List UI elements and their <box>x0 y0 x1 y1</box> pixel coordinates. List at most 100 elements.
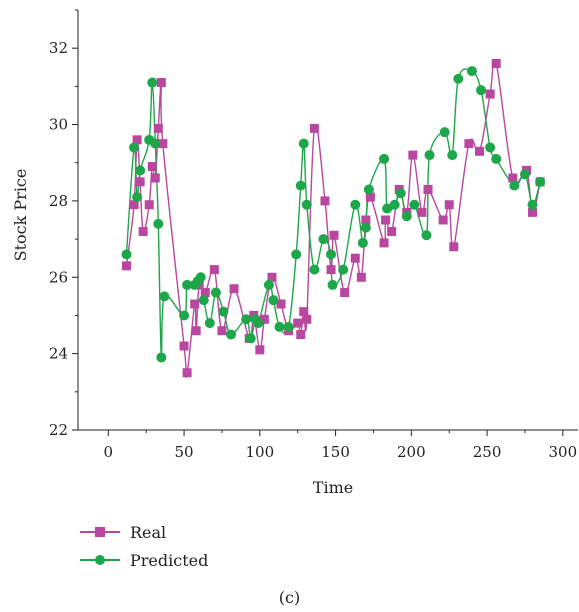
data-point-predicted <box>382 203 393 214</box>
data-point-predicted <box>421 230 432 241</box>
legend-item-real: Real <box>80 518 208 546</box>
data-point-real <box>217 326 227 336</box>
data-point-real <box>508 173 518 183</box>
data-point-predicted <box>147 77 158 88</box>
data-point-real <box>209 265 219 275</box>
data-point-predicted <box>447 150 458 161</box>
data-point-real <box>296 330 306 340</box>
x-tick-label: 150 <box>321 443 350 461</box>
data-point-predicted <box>527 199 538 210</box>
data-point-predicted <box>453 73 464 84</box>
data-point-real <box>365 192 375 202</box>
x-tick-label: 100 <box>245 443 274 461</box>
data-point-predicted <box>395 188 406 199</box>
data-point-real <box>147 162 157 172</box>
legend-label-real: Real <box>130 522 167 542</box>
data-point-real <box>381 215 391 225</box>
data-point-real <box>229 284 239 294</box>
data-point-predicted <box>466 66 477 77</box>
data-point-predicted <box>485 142 496 153</box>
data-point-predicted <box>153 218 164 229</box>
data-point-real <box>379 238 389 248</box>
x-tick-label: 50 <box>175 443 194 461</box>
data-point-predicted <box>309 264 320 275</box>
data-point-real <box>299 307 309 317</box>
data-point-predicted <box>198 295 209 306</box>
data-point-predicted <box>379 153 390 164</box>
figure-caption: (c) <box>278 588 301 607</box>
data-point-predicted <box>121 249 132 260</box>
data-point-predicted <box>350 199 361 210</box>
y-tick-label: 30 <box>49 116 68 134</box>
data-point-real <box>302 314 312 324</box>
data-point-predicted <box>535 176 546 187</box>
data-point-predicted <box>179 310 190 321</box>
y-tick-label: 32 <box>49 39 68 57</box>
data-point-real <box>417 207 427 217</box>
data-point-predicted <box>318 234 329 245</box>
data-point-predicted <box>424 150 435 161</box>
data-point-predicted <box>268 295 279 306</box>
data-point-real <box>182 368 192 378</box>
data-point-real <box>259 314 269 324</box>
data-point-predicted <box>327 279 338 290</box>
series-line-real <box>125 59 541 379</box>
y-tick-label: 22 <box>49 421 68 439</box>
data-point-real <box>191 326 201 336</box>
data-point-real <box>138 226 148 236</box>
x-tick-label: 0 <box>104 443 114 461</box>
data-point-real <box>293 318 303 328</box>
data-point-predicted <box>326 249 337 260</box>
data-point-predicted <box>389 199 400 210</box>
data-point-real <box>276 299 286 309</box>
data-point-predicted <box>132 192 143 203</box>
y-tick-label: 28 <box>49 192 68 210</box>
data-point-predicted <box>295 180 306 191</box>
data-point-real <box>444 200 454 210</box>
data-point-real <box>491 58 501 68</box>
data-point-real <box>179 341 189 351</box>
data-point-real <box>158 139 168 149</box>
series-lines <box>125 59 541 379</box>
data-point-real <box>144 200 154 210</box>
data-point-real <box>267 272 277 282</box>
y-tick-label: 24 <box>49 345 68 363</box>
data-point-real <box>190 299 200 309</box>
data-point-predicted <box>182 279 193 290</box>
legend: Real Predicted <box>80 518 208 574</box>
y-axis-title: Stock Price <box>11 169 30 262</box>
data-point-predicted <box>274 321 285 332</box>
data-point-predicted <box>491 153 502 164</box>
data-point-real <box>485 89 495 99</box>
data-point-real <box>361 215 371 225</box>
legend-item-predicted: Predicted <box>80 546 208 574</box>
data-point-predicted <box>159 291 170 302</box>
data-point-predicted <box>218 306 229 317</box>
data-point-predicted <box>363 184 374 195</box>
x-tick-label: 200 <box>397 443 426 461</box>
x-tick-label: 300 <box>549 443 578 461</box>
data-point-predicted <box>204 318 215 329</box>
data-point-predicted <box>156 352 167 363</box>
data-point-real <box>387 226 397 236</box>
data-point-predicted <box>226 329 237 340</box>
data-point-real <box>408 150 418 160</box>
data-point-predicted <box>253 318 264 329</box>
data-point-real <box>153 123 163 133</box>
data-point-predicted <box>210 287 221 298</box>
data-point-real <box>449 242 459 252</box>
axes: 22 24 26 28 30 32 0 50 100 150 200 250 300 <box>49 9 578 461</box>
data-point-real <box>132 135 142 145</box>
data-point-predicted <box>357 237 368 248</box>
data-point-predicted <box>509 180 520 191</box>
y-tick-label: 26 <box>49 268 68 286</box>
data-point-real <box>326 265 336 275</box>
data-point-predicted <box>439 127 450 138</box>
data-point-predicted <box>476 85 487 96</box>
data-point-real <box>200 288 210 298</box>
data-point-predicted <box>135 165 146 176</box>
series-markers <box>121 58 546 378</box>
data-point-real <box>129 200 139 210</box>
data-point-real <box>309 123 319 133</box>
data-point-real <box>475 146 485 156</box>
